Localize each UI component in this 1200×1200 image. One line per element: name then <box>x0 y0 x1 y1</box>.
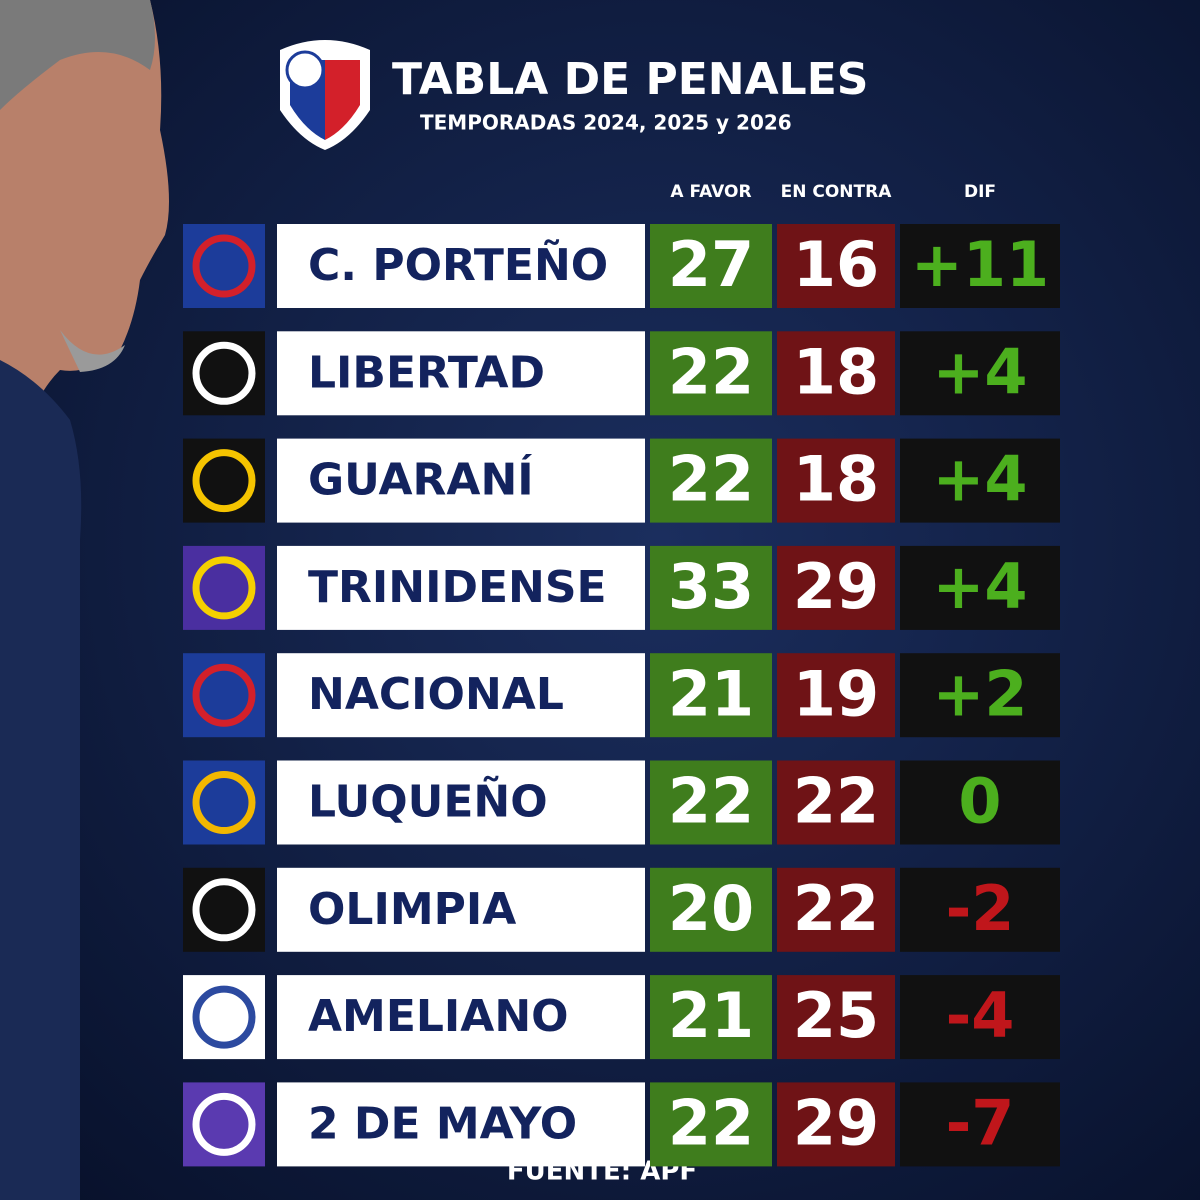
dif-box <box>900 1082 1060 1167</box>
contra-value: 29 <box>793 550 879 623</box>
favor-value: 22 <box>668 765 754 838</box>
contra-box <box>777 545 895 630</box>
team-logo-emblem <box>192 1092 256 1156</box>
team-name: 2 DE MAYO <box>308 1098 577 1149</box>
favor-value: 27 <box>668 228 754 301</box>
favor-value: 22 <box>668 1086 754 1159</box>
team-logo-emblem <box>192 234 256 298</box>
favor-value: 21 <box>668 979 754 1052</box>
contra-value: 25 <box>793 979 879 1052</box>
dif-box <box>900 760 1060 845</box>
column-header: EN CONTRA <box>781 182 893 202</box>
person-silhouette <box>0 0 169 1200</box>
favor-box <box>650 1082 772 1167</box>
contra-value: 16 <box>793 228 879 301</box>
dif-value: +4 <box>932 443 1027 516</box>
dif-value: +4 <box>932 335 1027 408</box>
team-name-box <box>277 867 645 952</box>
team-name-box <box>277 975 645 1060</box>
favor-value: 33 <box>668 550 754 623</box>
favor-value: 22 <box>668 443 754 516</box>
team-name-box <box>277 545 645 630</box>
favor-box <box>650 331 772 416</box>
dif-value: +4 <box>932 550 1027 623</box>
subtitle: TEMPORADAS 2024, 2025 y 2026 <box>420 111 792 135</box>
dif-value: +11 <box>911 228 1049 301</box>
team-logo-emblem <box>192 449 256 513</box>
team-logo-emblem <box>192 341 256 405</box>
team-name: AMELIANO <box>308 991 569 1042</box>
contra-value: 22 <box>793 765 879 838</box>
dif-box <box>900 438 1060 523</box>
favor-box <box>650 975 772 1060</box>
team-logo-emblem <box>192 556 256 620</box>
dif-value: -4 <box>946 979 1015 1052</box>
team-name: GUARANÍ <box>308 453 534 506</box>
favor-box <box>650 867 772 952</box>
dif-box <box>900 975 1060 1060</box>
team-name: OLIMPIA <box>308 884 516 935</box>
dif-box <box>900 224 1060 308</box>
team-logo-emblem <box>192 771 256 834</box>
contra-value: 18 <box>793 335 879 408</box>
team-name-box <box>277 224 645 308</box>
favor-box <box>650 438 772 523</box>
favor-value: 22 <box>668 335 754 408</box>
column-header: A FAVOR <box>670 182 751 202</box>
favor-value: 21 <box>668 657 754 730</box>
contra-box <box>777 1082 895 1167</box>
team-name-box <box>277 760 645 845</box>
team-name: LIBERTAD <box>308 347 545 398</box>
dif-box <box>900 545 1060 630</box>
favor-value: 20 <box>668 872 754 945</box>
dif-box <box>900 867 1060 952</box>
team-name: NACIONAL <box>308 669 564 720</box>
team-name-box <box>277 438 645 523</box>
dif-value: 0 <box>958 765 1001 838</box>
contra-box <box>777 224 895 308</box>
contra-box <box>777 331 895 416</box>
dif-value: -2 <box>946 872 1015 945</box>
favor-box <box>650 760 772 845</box>
team-name: LUQUEÑO <box>308 775 548 828</box>
contra-value: 19 <box>793 657 879 730</box>
apf-logo <box>280 40 370 150</box>
team-name: C. PORTEÑO <box>308 238 608 291</box>
team-logo-emblem <box>192 663 256 727</box>
contra-box <box>777 867 895 952</box>
favor-box <box>650 545 772 630</box>
contra-box <box>777 760 895 845</box>
team-name: TRINIDENSE <box>308 562 607 613</box>
column-header: DIF <box>964 182 996 202</box>
team-logo-emblem <box>192 878 256 942</box>
dif-value: -7 <box>946 1086 1015 1159</box>
team-name-box <box>277 331 645 416</box>
title: TABLA DE PENALES <box>392 54 868 105</box>
team-name-box <box>277 653 645 738</box>
favor-box <box>650 224 772 308</box>
contra-box <box>777 975 895 1060</box>
contra-value: 22 <box>793 872 879 945</box>
team-name-box <box>277 1082 645 1167</box>
contra-box <box>777 653 895 738</box>
dif-value: +2 <box>932 657 1027 730</box>
contra-box <box>777 438 895 523</box>
team-logo-emblem <box>192 985 256 1049</box>
dif-box <box>900 653 1060 738</box>
contra-value: 29 <box>793 1086 879 1159</box>
contra-value: 18 <box>793 443 879 516</box>
favor-box <box>650 653 772 738</box>
dif-box <box>900 331 1060 416</box>
